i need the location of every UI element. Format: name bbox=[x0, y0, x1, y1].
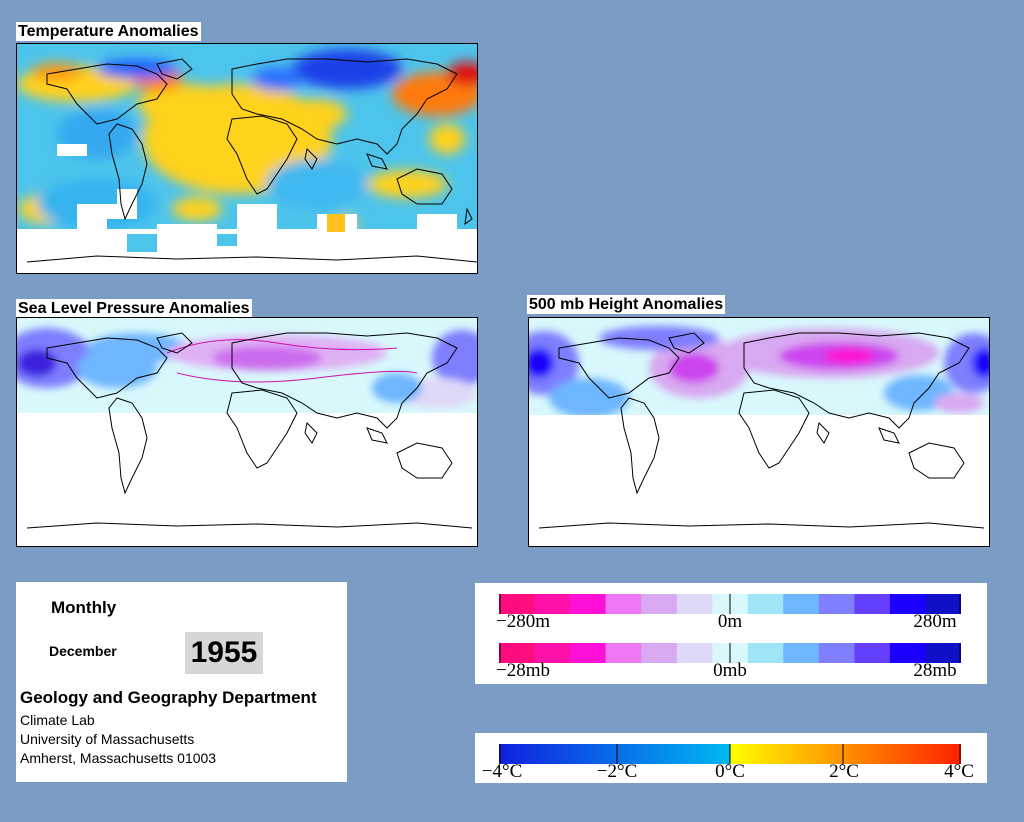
year-label: 1955 bbox=[185, 632, 263, 674]
scale-swatch bbox=[499, 643, 536, 663]
scale-swatch bbox=[570, 643, 607, 663]
scale-swatch bbox=[641, 643, 678, 663]
height-map-graphic bbox=[529, 318, 989, 529]
scale-swatch bbox=[818, 643, 855, 663]
slp-map-graphic bbox=[17, 318, 477, 529]
scale-swatch bbox=[854, 594, 891, 614]
scale-swatch bbox=[783, 643, 820, 663]
temp-min-label: −4°C bbox=[481, 761, 523, 782]
height-min-label: −280m bbox=[496, 611, 550, 632]
scale-swatch bbox=[854, 643, 891, 663]
scale-swatch bbox=[783, 594, 820, 614]
temperature-scale-bar bbox=[499, 744, 961, 764]
temp-max-label: 4°C bbox=[944, 761, 974, 782]
scale-swatch bbox=[570, 594, 607, 614]
scale-swatch bbox=[747, 643, 784, 663]
scale-swatch bbox=[641, 594, 678, 614]
pressure-scale-bar bbox=[499, 643, 961, 663]
scale-swatch bbox=[605, 643, 642, 663]
slp-map-title: Sea Level Pressure Anomalies bbox=[16, 299, 252, 318]
scale-swatch bbox=[925, 643, 961, 663]
scale-swatch bbox=[925, 594, 961, 614]
scale-swatch bbox=[747, 594, 784, 614]
height-scale-bar bbox=[499, 594, 961, 614]
scale-swatch bbox=[676, 643, 713, 663]
scale-swatch bbox=[499, 594, 536, 614]
temperature-map-graphic bbox=[17, 44, 477, 273]
height-zero-label: 0m bbox=[717, 611, 743, 632]
temperature-legend: −4°C −2°C 0°C 2°C 4°C bbox=[475, 733, 987, 783]
temp-neg2-label: −2°C bbox=[596, 761, 638, 782]
month-label: December bbox=[49, 643, 117, 659]
info-panel: Monthly December 1955 Geology and Geogra… bbox=[16, 582, 347, 782]
scale-swatch bbox=[676, 594, 713, 614]
scale-swatch bbox=[889, 643, 926, 663]
university-label: University of Massachusetts bbox=[20, 731, 195, 747]
pressure-zero-label: 0mb bbox=[713, 660, 747, 681]
scale-swatch bbox=[889, 594, 926, 614]
height-max-label: 280m bbox=[913, 611, 957, 632]
scale-swatch bbox=[818, 594, 855, 614]
scale-swatch bbox=[605, 594, 642, 614]
period-label: Monthly bbox=[51, 598, 117, 617]
department-label: Geology and Geography Department bbox=[20, 688, 317, 707]
scale-swatch bbox=[534, 594, 571, 614]
temp-pos2-label: 2°C bbox=[829, 761, 859, 782]
temperature-anomaly-map bbox=[16, 43, 478, 274]
pressure-max-label: 28mb bbox=[913, 660, 957, 681]
address-label: Amherst, Massachusetts 01003 bbox=[20, 750, 217, 766]
height-map-title: 500 mb Height Anomalies bbox=[527, 295, 726, 314]
lab-label: Climate Lab bbox=[20, 712, 95, 728]
scale-swatch bbox=[534, 643, 571, 663]
slp-anomaly-map bbox=[16, 317, 478, 547]
temp-zero-label: 0°C bbox=[715, 761, 745, 782]
height-anomaly-map bbox=[528, 317, 990, 547]
pressure-min-label: −28mb bbox=[496, 660, 550, 681]
height-pressure-legend: −280m 0m 280m −28mb 0mb 28mb bbox=[475, 583, 987, 684]
temperature-map-title: Temperature Anomalies bbox=[16, 22, 201, 41]
